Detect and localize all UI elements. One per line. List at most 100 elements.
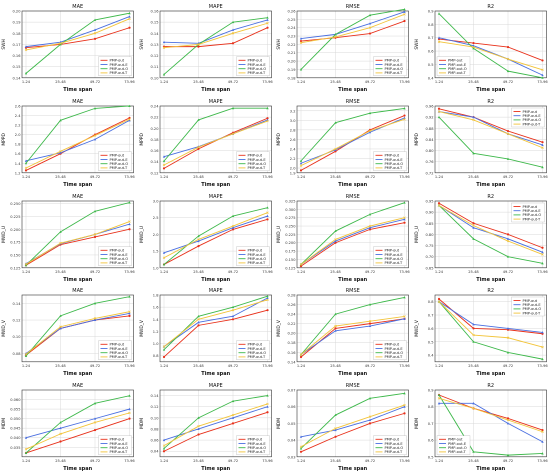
data-point — [162, 345, 165, 349]
data-point — [368, 422, 372, 425]
y-tick-label: 0.07 — [288, 389, 296, 393]
y-tick-label: 0.12 — [150, 171, 158, 175]
plot-frame — [296, 10, 409, 79]
series-line-pmp-out — [163, 412, 268, 452]
legend-label: PMP-out-E — [522, 114, 541, 118]
series-line-pmp-out — [163, 27, 268, 48]
data-point — [368, 303, 372, 306]
series-line-pmp-out — [438, 202, 543, 248]
data-point — [403, 296, 406, 299]
data-point — [231, 28, 234, 31]
y-tick-label: 0.14 — [150, 394, 159, 398]
data-point — [540, 59, 544, 62]
data-point — [24, 159, 28, 162]
y-tick-label: 0.14 — [150, 32, 159, 36]
legend-label: PMP-out — [109, 59, 124, 63]
data-point — [128, 26, 131, 29]
data-point — [162, 447, 165, 450]
data-point — [299, 68, 303, 71]
series-line-pmp-out-t — [300, 404, 405, 448]
y-axis-label: MPPD — [414, 132, 420, 145]
data-point — [403, 13, 406, 16]
data-point — [540, 143, 544, 146]
chart-title: MAE — [72, 194, 83, 200]
chart-title: MAE — [72, 99, 83, 105]
series-line-pmp-out-o — [438, 13, 543, 79]
y-tick-label: 2.0 — [152, 232, 158, 236]
chart-title: MAPE — [208, 99, 222, 105]
data-point — [299, 445, 303, 449]
series-line-pmp-out-o — [163, 107, 267, 162]
y-tick-label: 0.20 — [288, 60, 297, 64]
data-point — [437, 397, 440, 400]
x-tick-label: 73-96 — [262, 459, 273, 463]
y-tick-label: 0.85 — [425, 221, 433, 225]
y-tick-label: 1.0 — [152, 342, 158, 346]
legend-label: PMP-out-O — [448, 446, 467, 450]
y-tick-label: 0.03 — [288, 455, 296, 459]
data-point — [128, 15, 131, 18]
data-point — [128, 17, 131, 21]
legend-label: PMP-out — [109, 343, 124, 347]
y-tick-label: 0.4 — [427, 76, 433, 80]
series-line-pmp-out-t — [438, 110, 543, 148]
y-tick-label: 0.7 — [427, 422, 433, 426]
data-point — [403, 392, 406, 395]
y-tick-label: 0.18 — [288, 76, 297, 80]
y-tick-label: 0.22 — [150, 115, 158, 119]
legend-label: PMP-out-E — [247, 158, 266, 162]
series-line-pmp-out — [438, 299, 543, 335]
data-point — [471, 327, 475, 330]
data-point — [128, 118, 131, 122]
data-point — [128, 227, 131, 230]
y-tick-label: 0.9 — [427, 9, 433, 13]
series-line-pmp-out-e — [163, 19, 268, 44]
series-line-pmp-out — [25, 418, 130, 454]
data-point — [506, 422, 509, 425]
x-tick-label: 73-96 — [537, 269, 548, 273]
data-point — [128, 117, 131, 121]
x-tick-label: 25-48 — [330, 364, 341, 368]
plot-frame — [434, 295, 547, 363]
y-tick-label: 0.95 — [425, 199, 433, 203]
data-point — [231, 42, 234, 45]
series-line-pmp-out — [163, 310, 268, 358]
data-point — [59, 230, 62, 233]
y-tick-label: 0.16 — [150, 149, 159, 153]
x-tick-label: 25-48 — [193, 80, 204, 84]
x-tick-label: 1-24 — [434, 175, 443, 179]
data-point — [368, 325, 372, 328]
data-point — [334, 237, 337, 241]
data-point — [334, 239, 337, 242]
y-tick-label: 0.7 — [427, 36, 433, 40]
chart-title: MAPE — [208, 288, 222, 294]
data-point — [24, 355, 28, 358]
x-tick-label: 73-96 — [124, 80, 135, 84]
x-tick-label: 1-24 — [297, 459, 306, 463]
legend-label: PMP-out-O — [109, 257, 128, 261]
data-point — [540, 358, 544, 361]
data-point — [24, 169, 28, 172]
legend-label: PMP-out-T — [522, 122, 541, 126]
y-tick-label: 0.6 — [427, 327, 433, 331]
legend-label: PMP-out-O — [109, 67, 128, 71]
data-point — [368, 111, 372, 114]
legend-label: PMP-out-O — [247, 67, 266, 71]
series-line-pmp-out-e — [300, 218, 405, 265]
y-tick-label: 0.300 — [285, 207, 296, 211]
series-line-pmp-out-o — [163, 17, 268, 75]
y-tick-label: 0.055 — [10, 408, 20, 412]
x-tick-label: 25-48 — [468, 80, 479, 84]
data-point — [231, 318, 234, 321]
plot-frame — [159, 295, 272, 363]
legend-label: PMP-out-T — [448, 71, 467, 75]
series-line-pmp-out-e — [163, 406, 268, 441]
plot-frame — [434, 200, 547, 268]
